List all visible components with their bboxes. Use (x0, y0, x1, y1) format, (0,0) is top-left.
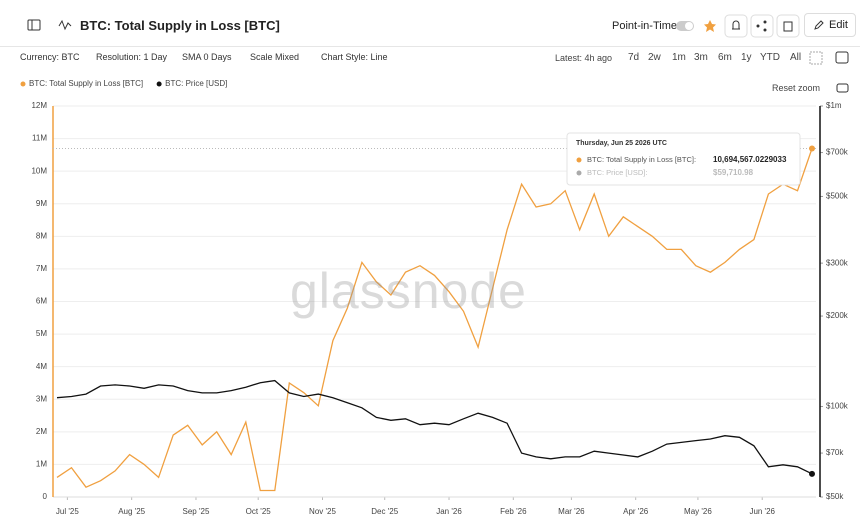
y2-tick-label: $300k (826, 258, 849, 267)
y2-tick-label: $200k (826, 311, 849, 320)
x-tick-label: Oct '25 (246, 507, 272, 516)
watermark: glassnode (290, 263, 527, 319)
y-tick-label: 4M (36, 362, 47, 371)
x-tick-label: Jun '26 (749, 507, 775, 516)
legend-label[interactable]: BTC: Total Supply in Loss [BTC] (29, 79, 143, 88)
tooltip-label: BTC: Total Supply in Loss [BTC]: (587, 155, 696, 164)
x-tick-label: Aug '25 (118, 507, 145, 516)
header: BTC: Total Supply in Loss [BTC] Point-in… (0, 0, 860, 47)
calendar-icon[interactable] (835, 51, 849, 64)
y-tick-label: 10M (31, 166, 47, 175)
chart-icon (58, 19, 72, 31)
edit-label: Edit (829, 19, 848, 31)
legend-label[interactable]: BTC: Price [USD] (165, 79, 227, 88)
y2-tick-label: $70k (826, 448, 844, 457)
filter[interactable]: Currency: BTC (20, 52, 80, 62)
legend-dot[interactable] (20, 81, 26, 87)
y2-tick-label: $500k (826, 192, 849, 201)
action-icons[interactable] (724, 14, 824, 38)
end-point (809, 145, 815, 152)
tooltip-label: BTC: Price [USD]: (587, 168, 647, 177)
x-tick-label: Sep '25 (183, 507, 210, 516)
range-button[interactable]: All (790, 52, 802, 63)
series-line (56, 379, 813, 475)
range-button[interactable]: 1y (741, 52, 752, 63)
title: BTC: Total Supply in Loss [BTC] (80, 18, 280, 33)
y-tick-label: 5M (36, 329, 47, 338)
x-tick-label: Jul '25 (56, 507, 79, 516)
reset-zoom[interactable]: Reset zoom (772, 83, 821, 93)
latest: Latest: 4h ago (555, 53, 613, 63)
x-tick-label: Nov '25 (309, 507, 336, 516)
y-tick-label: 11M (32, 134, 47, 143)
star-icon[interactable] (703, 19, 717, 33)
y-tick-label: 3M (36, 394, 47, 403)
tooltip-dot (576, 157, 582, 163)
tooltip-value: 10,694,567.0229033 (713, 155, 787, 164)
end-point (809, 470, 815, 477)
tooltip-value: $59,710.98 (713, 168, 754, 177)
y2-tick-label: $100k (826, 402, 849, 411)
y-tick-label: 0 (43, 492, 48, 501)
tooltip-date: Thursday, Jun 25 2026 UTC (576, 140, 667, 147)
point-in-time[interactable]: Point-in-Time (612, 20, 677, 32)
filter[interactable]: Resolution: 1 Day (96, 52, 168, 62)
range-button[interactable]: 1m (672, 52, 686, 63)
range-button[interactable]: YTD (760, 52, 780, 63)
x-tick-label: Jan '26 (436, 507, 462, 516)
tooltip-dot (576, 170, 582, 176)
y2-tick-label: $1m (826, 101, 842, 110)
range-button[interactable]: 2w (648, 52, 661, 63)
y2-tick-label: $50k (826, 492, 844, 501)
tooltip-box (566, 132, 801, 186)
y-tick-label: 12M (31, 101, 47, 110)
series-line (56, 148, 813, 492)
filter[interactable]: Chart Style: Line (321, 52, 388, 62)
y2-tick-label: $700k (826, 148, 849, 157)
edit-icon (814, 20, 824, 30)
toggle[interactable] (676, 20, 696, 32)
y-tick-label: 2M (36, 427, 47, 436)
filter[interactable]: Scale Mixed (250, 52, 300, 62)
sidebar-icon[interactable] (16, 14, 52, 38)
x-tick-label: Dec '25 (371, 507, 398, 516)
y-tick-label: 8M (36, 231, 47, 240)
y-tick-label: 7M (36, 264, 47, 273)
x-tick-label: Mar '26 (558, 507, 585, 516)
y-tick-label: 1M (36, 460, 47, 469)
x-tick-label: May '26 (684, 507, 712, 516)
filter[interactable]: SMA 0 Days (182, 52, 232, 62)
y-tick-label: 6M (36, 297, 47, 306)
edit-button[interactable]: Edit (804, 13, 856, 37)
camera-icon[interactable] (836, 83, 849, 93)
x-tick-label: Feb '26 (500, 507, 527, 516)
zoom-icon[interactable] (809, 51, 823, 65)
y-tick-label: 9M (36, 199, 47, 208)
x-tick-label: Apr '26 (623, 507, 649, 516)
range-button[interactable]: 7d (628, 52, 640, 63)
range-button[interactable]: 3m (694, 52, 708, 63)
legend-dot[interactable] (156, 81, 162, 87)
range-button[interactable]: 6m (718, 52, 732, 63)
